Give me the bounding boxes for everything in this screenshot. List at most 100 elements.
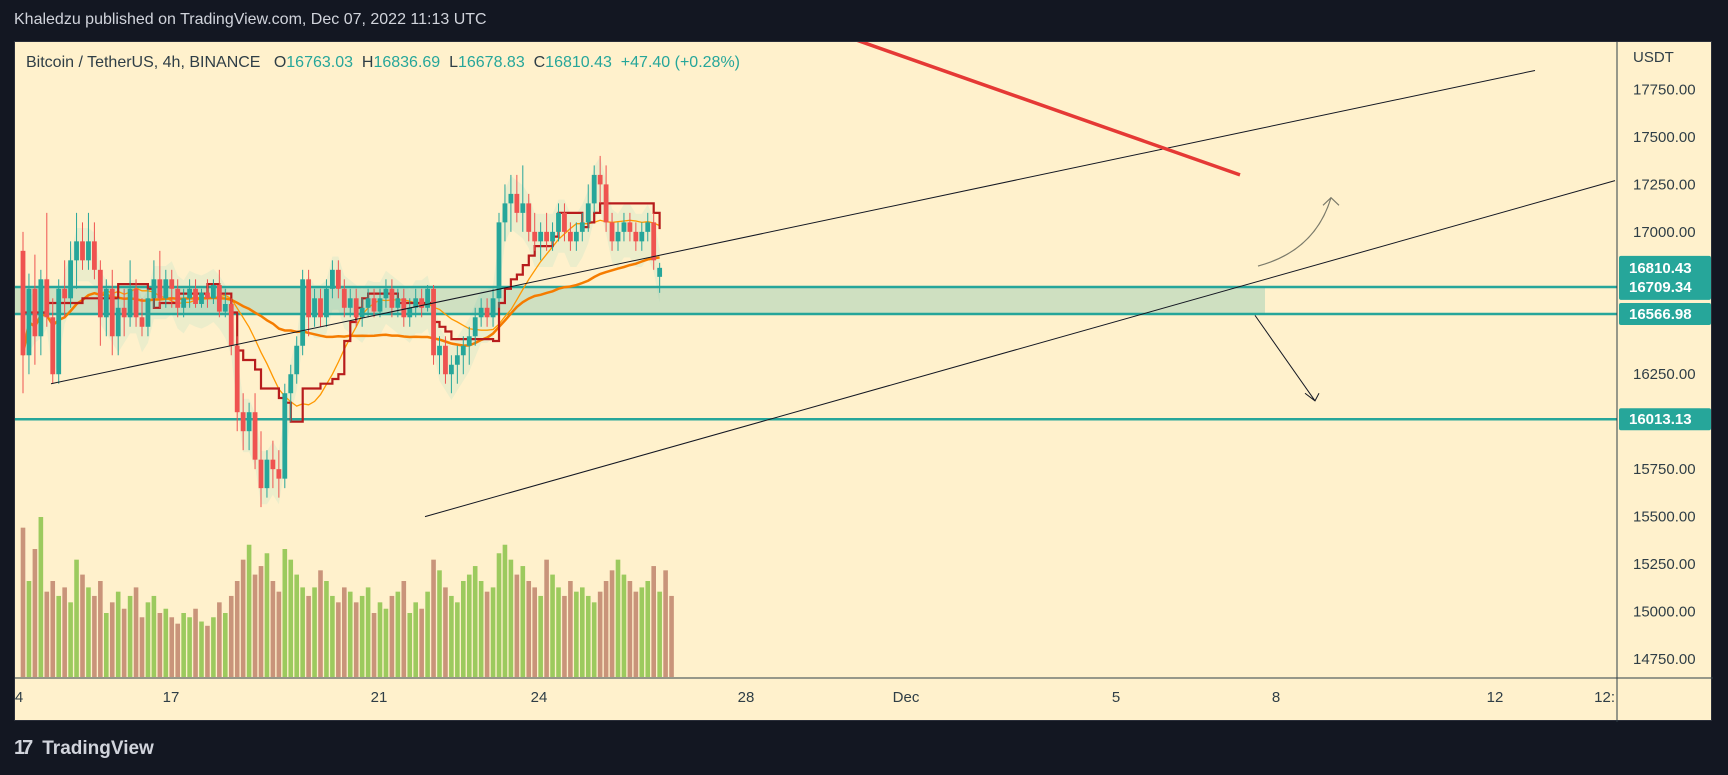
- symbol-legend: Bitcoin / TetherUS, 4h, BINANCE O16763.0…: [26, 54, 740, 72]
- candle: [288, 364, 294, 422]
- candle-body: [425, 288, 430, 308]
- candle: [645, 212, 651, 242]
- volume-bar: [294, 574, 299, 677]
- time-tick-label: Dec: [893, 689, 920, 706]
- volume-bar: [490, 587, 496, 677]
- volume-bar: [639, 587, 645, 677]
- volume-bar: [538, 595, 543, 677]
- candle: [520, 165, 526, 232]
- volume-bar: [371, 613, 377, 677]
- volume-bar: [56, 595, 61, 677]
- volume-bar: [544, 559, 549, 677]
- candle-body: [127, 288, 133, 318]
- candle-body: [639, 231, 645, 242]
- volume-bar: [80, 574, 85, 677]
- volume-bar: [26, 581, 32, 677]
- volume-bar: [401, 581, 407, 677]
- chart-canvas[interactable]: USDT 17750.00 17500.00 17250.00 17000.00 1625…: [15, 42, 1713, 722]
- level-price-label: 16013.13: [1629, 411, 1692, 428]
- candle-body: [657, 267, 663, 277]
- volume-bar: [121, 608, 127, 677]
- volume-bar: [199, 621, 204, 677]
- candle-body: [449, 364, 454, 375]
- volume-bar: [115, 591, 121, 677]
- candle: [258, 431, 264, 508]
- candle: [365, 288, 371, 318]
- volume-bar: [550, 574, 555, 677]
- candle: [621, 212, 627, 242]
- candle: [383, 279, 389, 308]
- volume-bar: [217, 602, 222, 677]
- candle: [318, 288, 323, 327]
- price-tick-label: 17000.00: [1633, 224, 1696, 241]
- volume-bar: [395, 591, 401, 677]
- candle-body: [615, 231, 621, 242]
- volume-bar: [633, 591, 639, 677]
- candle: [657, 262, 663, 293]
- time-tick-label: 24: [531, 689, 548, 706]
- candle-body: [556, 212, 561, 232]
- candle: [139, 298, 145, 337]
- candle: [86, 212, 91, 270]
- candle-body: [591, 174, 597, 204]
- candle: [615, 222, 621, 251]
- candle-body: [347, 298, 353, 308]
- chart-frame[interactable]: USDT 17750.00 17500.00 17250.00 17000.00 1625…: [14, 41, 1713, 722]
- volume-bar: [472, 566, 478, 677]
- volume-bar: [532, 587, 537, 677]
- volume-bar: [603, 581, 609, 677]
- candle: [133, 279, 139, 327]
- volume-bar: [597, 591, 603, 677]
- volume-bar: [264, 553, 270, 677]
- volume-bar: [86, 587, 91, 677]
- level-price-tag: 16709.34: [1619, 276, 1711, 299]
- volume-bar: [663, 570, 668, 677]
- legend-change: +47.40 (+0.28%): [620, 54, 740, 71]
- candle: [633, 222, 639, 251]
- candle-body: [193, 288, 198, 304]
- volume-bar: [627, 581, 633, 677]
- candle-body: [353, 298, 359, 318]
- time-tick-label: 28: [738, 689, 755, 706]
- candle-body: [282, 393, 288, 479]
- candle-body: [56, 288, 62, 375]
- candle: [597, 155, 603, 204]
- candle: [211, 279, 216, 304]
- candle-body: [454, 355, 460, 365]
- price-tick-label: 15250.00: [1633, 556, 1696, 573]
- candle-body: [288, 374, 294, 394]
- candle: [175, 279, 181, 318]
- candle: [205, 279, 210, 308]
- candle: [460, 336, 466, 375]
- candle: [454, 345, 460, 384]
- volume-bar: [175, 623, 180, 677]
- candle: [335, 260, 341, 299]
- candle-body: [294, 345, 300, 375]
- candle: [478, 298, 484, 327]
- candle: [431, 285, 436, 365]
- candle: [496, 212, 502, 308]
- legend-high-label: H: [361, 54, 374, 71]
- volume-bar: [104, 613, 109, 677]
- candle-body: [264, 459, 270, 489]
- volume-bar: [68, 602, 73, 677]
- candle-body: [401, 298, 407, 318]
- volume-bar: [568, 581, 573, 677]
- candle: [216, 269, 222, 318]
- candle-body: [460, 345, 466, 356]
- volume-bar: [318, 570, 323, 677]
- candle: [270, 440, 276, 489]
- candle-body: [633, 231, 639, 242]
- candle: [234, 336, 240, 432]
- volume-bar: [169, 617, 175, 677]
- volume-bar: [669, 595, 674, 677]
- trendlines: [50, 42, 1616, 518]
- candle: [26, 273, 32, 375]
- tradingview-brand[interactable]: 17 TradingView: [14, 737, 154, 760]
- candle: [359, 298, 365, 327]
- candle-body: [627, 222, 633, 232]
- volume-bar: [496, 553, 502, 677]
- candle: [550, 222, 555, 251]
- candle: [246, 402, 252, 451]
